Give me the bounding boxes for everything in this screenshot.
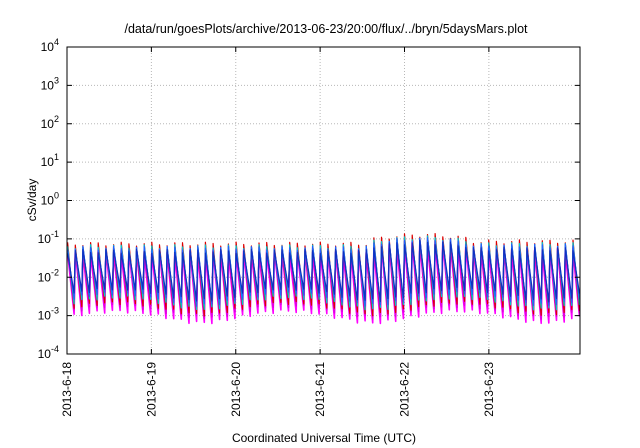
x-tick-label: 2013-6-23 bbox=[482, 362, 496, 417]
x-axis: 2013-6-18 2013-6-19 2013-6-20 2013-6-21 2013… bbox=[60, 47, 496, 417]
x-axis-label: Coordinated Universal Time (UTC) bbox=[232, 431, 416, 445]
x-tick-label: 2013-6-19 bbox=[144, 362, 158, 417]
y-tick-label: 102 bbox=[41, 114, 59, 131]
x-tick-label: 2013-6-18 bbox=[60, 362, 74, 417]
y-axis: 10-4 10-3 10-2 10-1 100 101 102 103 104 bbox=[38, 37, 580, 361]
series-group bbox=[66, 233, 581, 325]
y-tick-label: 10-3 bbox=[38, 306, 59, 323]
y-tick-label: 10-1 bbox=[38, 229, 59, 246]
chart-title: /data/run/goesPlots/archive/2013-06-23/2… bbox=[124, 22, 528, 36]
y-tick-label: 10-2 bbox=[38, 267, 59, 284]
y-axis-label: cSv/day bbox=[25, 179, 39, 222]
y-tick-label: 10-4 bbox=[38, 344, 59, 361]
x-tick-label: 2013-6-22 bbox=[398, 362, 412, 417]
y-tick-label: 100 bbox=[41, 191, 59, 208]
y-tick-label: 104 bbox=[41, 37, 59, 54]
x-tick-label: 2013-6-21 bbox=[313, 362, 327, 417]
y-tick-label: 103 bbox=[41, 75, 59, 92]
series-line-6 bbox=[67, 239, 581, 303]
y-tick-label: 101 bbox=[41, 152, 59, 169]
x-tick-label: 2013-6-20 bbox=[229, 362, 243, 417]
